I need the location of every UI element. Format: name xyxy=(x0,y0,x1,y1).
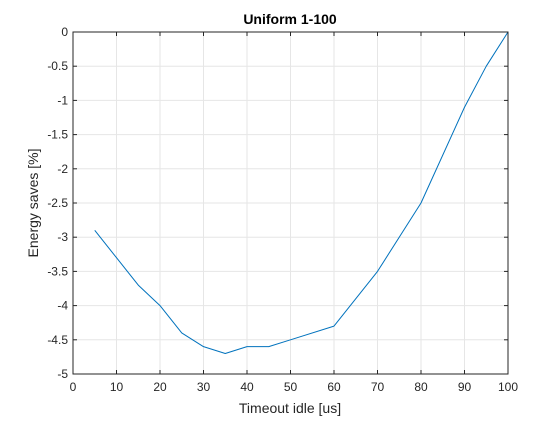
series-line xyxy=(94,31,509,354)
y-tick-label: -1.5 xyxy=(47,128,68,142)
y-tick-label: -5 xyxy=(57,367,68,381)
y-tick-label: -2 xyxy=(57,162,68,176)
x-tick-label: 20 xyxy=(153,380,167,394)
y-tick-label: 0 xyxy=(61,25,68,39)
y-tick-label: -1 xyxy=(57,93,68,107)
y-tick-label: -4.5 xyxy=(47,333,68,347)
y-tick-label: -3.5 xyxy=(47,264,68,278)
x-tick-label: 90 xyxy=(458,380,472,394)
x-tick-label: 70 xyxy=(371,380,385,394)
x-tick-label: 10 xyxy=(110,380,124,394)
chart-title: Uniform 1-100 xyxy=(243,11,337,27)
y-tick-label: -4 xyxy=(57,299,68,313)
y-tick-label: -0.5 xyxy=(47,59,68,73)
x-tick-label: 60 xyxy=(327,380,341,394)
y-tick-label: -2.5 xyxy=(47,196,68,210)
x-axis-label: Timeout idle [us] xyxy=(239,400,341,416)
ticks: 0 10 20 30 40 50 60 70 80 90 100 0 -0.5 -1 -1.5 -2 -2.5 -… xyxy=(47,25,518,394)
y-tick-label: -3 xyxy=(57,230,68,244)
x-tick-label: 50 xyxy=(284,380,298,394)
y-axis-label: Energy saves [%] xyxy=(25,149,41,258)
x-tick-label: 0 xyxy=(70,380,77,394)
x-tick-label: 100 xyxy=(498,380,518,394)
series-layer xyxy=(94,31,509,354)
x-tick-label: 40 xyxy=(240,380,254,394)
x-tick-label: 80 xyxy=(414,380,428,394)
x-tick-label: 30 xyxy=(197,380,211,394)
